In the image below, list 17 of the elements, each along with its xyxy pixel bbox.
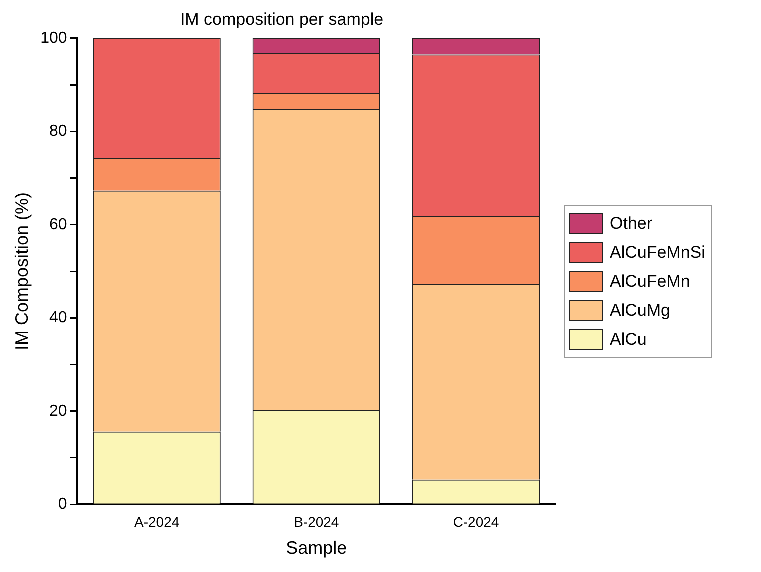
y-tick-label: 100 (40, 30, 68, 47)
x-tick-label: B-2024 (294, 514, 340, 530)
x-tick-label: C-2024 (453, 514, 500, 530)
x-tick-label: A-2024 (134, 514, 180, 530)
y-tick-label: 60 (50, 216, 68, 234)
legend-label: Other (610, 214, 653, 234)
y-tick-label: 20 (50, 402, 68, 420)
y-tick-label: 80 (50, 123, 68, 140)
chart-title: IM composition per sample (180, 10, 384, 29)
legend-label: AlCuFeMn (610, 272, 690, 292)
legend-label: AlCu (610, 330, 647, 350)
y-tick-label: 0 (58, 496, 68, 514)
text: AlCuMg (610, 300, 670, 320)
y-tick-label: 40 (50, 310, 68, 327)
legend-label: AlCuFeMnSi (610, 242, 706, 262)
y-axis-title: IM Composition (%) (12, 192, 32, 351)
x-axis-title: Sample (286, 538, 348, 558)
